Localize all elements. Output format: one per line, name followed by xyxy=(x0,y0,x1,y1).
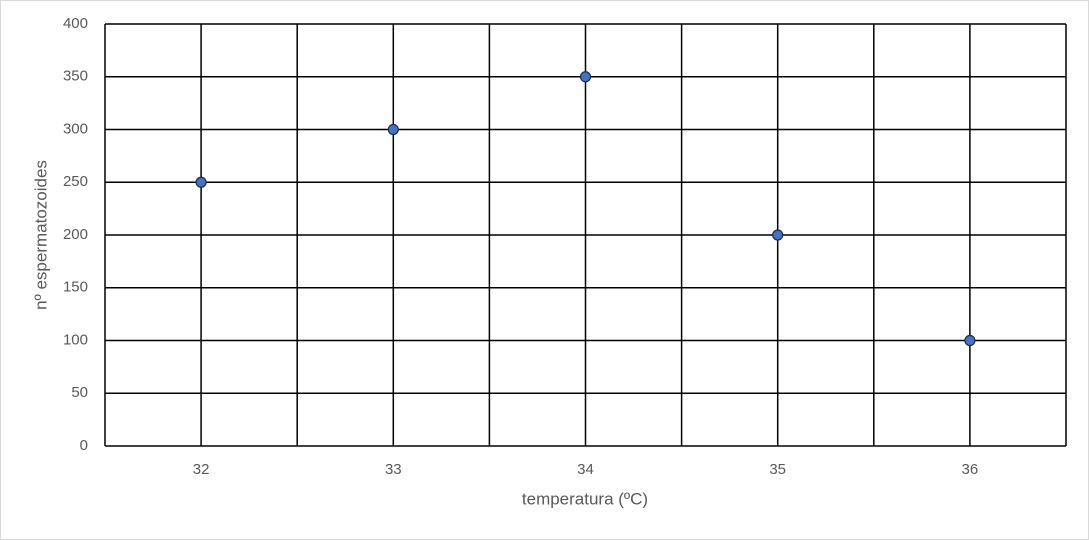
x-axis-title: temperatura (ºC) xyxy=(522,489,648,508)
y-tick-label: 0 xyxy=(80,437,88,454)
x-tick-label: 36 xyxy=(962,461,979,478)
y-tick-label: 100 xyxy=(63,331,88,348)
y-tick-label: 400 xyxy=(63,15,88,32)
y-tick-label: 250 xyxy=(63,173,88,190)
y-tick-label: 350 xyxy=(63,68,88,85)
point xyxy=(195,176,207,188)
x-tick-label: 33 xyxy=(385,461,402,478)
y-tick-label: 200 xyxy=(63,226,88,243)
point xyxy=(387,123,399,136)
point xyxy=(579,71,592,83)
x-tick-label: 34 xyxy=(577,461,594,478)
y-tick-label: 300 xyxy=(63,120,88,137)
point xyxy=(772,229,784,241)
y-tick-label: 150 xyxy=(63,279,88,296)
y-tick-label: 50 xyxy=(71,384,88,401)
point xyxy=(964,334,976,347)
x-tick-label: 35 xyxy=(769,461,786,478)
x-tick-label: 32 xyxy=(193,461,210,478)
y-axis-title: nº espermatozoides xyxy=(31,160,50,310)
